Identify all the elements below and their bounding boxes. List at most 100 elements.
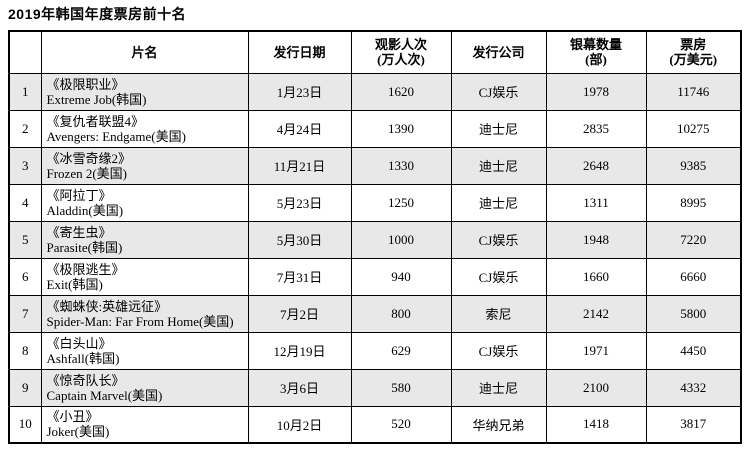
col-header-screens-line2: (部) [585, 52, 607, 68]
col-header-screens-line1: 银幕数量 [569, 37, 622, 53]
distributor-cell: CJ娱乐 [450, 220, 547, 259]
table-row: 6 《极限逃生》 Exit(韩国) 7月31日 940 CJ娱乐 1660 6660 [8, 257, 742, 296]
film-cell: 《小丑》 Joker(美国) [40, 405, 249, 444]
film-title-cn: 《小丑》 [46, 409, 99, 425]
table-row: 1 《极限职业》 Extreme Job(韩国) 1月23日 1620 CJ娱乐 1978 1… [8, 72, 742, 111]
film-title-en: Avengers: Endgame(美国) [46, 128, 186, 144]
film-title-en: Extreme Job(韩国) [46, 91, 147, 107]
rank-cell: 4 [8, 183, 42, 222]
col-header-rank [8, 30, 42, 74]
film-title-en: Joker(美国) [46, 424, 110, 440]
col-header-boxoffice: 票房 (万美元) [645, 30, 742, 74]
screens-cell: 2142 [545, 294, 647, 333]
audience-cell: 800 [350, 294, 452, 333]
date-cell: 5月30日 [247, 220, 352, 259]
audience-cell: 1620 [350, 72, 452, 111]
rank-cell: 6 [8, 257, 42, 296]
table-row: 3 《冰雪奇缘2》 Frozen 2(美国) 11月21日 1330 迪士尼 2648 938… [8, 146, 742, 185]
film-title-en: Parasite(韩国) [46, 239, 123, 255]
film-cell: 《阿拉丁》 Aladdin(美国) [40, 183, 249, 222]
film-title-cn: 《冰雪奇缘2》 [46, 150, 132, 166]
audience-cell: 1330 [350, 146, 452, 185]
film-title-en: Frozen 2(美国) [46, 165, 128, 181]
screens-cell: 1978 [545, 72, 647, 111]
film-title-en: Spider-Man: Far From Home(美国) [46, 313, 234, 329]
rank-cell: 10 [8, 405, 42, 444]
distributor-cell: 华纳兄弟 [450, 405, 547, 444]
film-cell: 《极限职业》 Extreme Job(韩国) [40, 72, 249, 111]
screens-cell: 1418 [545, 405, 647, 444]
date-cell: 3月6日 [247, 368, 352, 407]
col-header-audience: 观影人次 (万人次) [350, 30, 452, 74]
col-header-distributor: 发行公司 [450, 30, 547, 74]
header-row: 片名 发行日期 观影人次 (万人次) 发行公司 银幕数量 (部) 票房 (万美元) [8, 30, 742, 74]
film-title-cn: 《白头山》 [46, 335, 112, 351]
rank-cell: 8 [8, 331, 42, 370]
col-header-boxoffice-line2: (万美元) [669, 52, 718, 68]
screens-cell: 2648 [545, 146, 647, 185]
film-title-en: Aladdin(美国) [46, 202, 124, 218]
distributor-cell: 迪士尼 [450, 146, 547, 185]
distributor-cell: 迪士尼 [450, 109, 547, 148]
boxoffice-cell: 5800 [645, 294, 742, 333]
audience-cell: 1000 [350, 220, 452, 259]
film-cell: 《惊奇队长》 Captain Marvel(美国) [40, 368, 249, 407]
boxoffice-cell: 3817 [645, 405, 742, 444]
rank-cell: 1 [8, 72, 42, 111]
rank-cell: 9 [8, 368, 42, 407]
col-header-boxoffice-line1: 票房 [680, 37, 707, 53]
rank-cell: 7 [8, 294, 42, 333]
boxoffice-cell: 4450 [645, 331, 742, 370]
film-cell: 《复仇者联盟4》 Avengers: Endgame(美国) [40, 109, 249, 148]
audience-cell: 1390 [350, 109, 452, 148]
col-header-date: 发行日期 [247, 30, 352, 74]
col-header-audience-line1: 观影人次 [374, 37, 427, 53]
table-body: 1 《极限职业》 Extreme Job(韩国) 1月23日 1620 CJ娱乐 1978 1… [8, 72, 742, 444]
screens-cell: 1311 [545, 183, 647, 222]
distributor-cell: CJ娱乐 [450, 72, 547, 111]
screens-cell: 1971 [545, 331, 647, 370]
distributor-cell: 索尼 [450, 294, 547, 333]
boxoffice-cell: 9385 [645, 146, 742, 185]
boxoffice-cell: 10275 [645, 109, 742, 148]
distributor-cell: CJ娱乐 [450, 331, 547, 370]
date-cell: 10月2日 [247, 405, 352, 444]
table-row: 9 《惊奇队长》 Captain Marvel(美国) 3月6日 580 迪士尼 2100 4… [8, 368, 742, 407]
screens-cell: 2835 [545, 109, 647, 148]
film-title-en: Captain Marvel(美国) [46, 387, 163, 403]
rank-cell: 2 [8, 109, 42, 148]
page-title: 2019年韩国年度票房前十名 [8, 6, 187, 22]
col-header-audience-line2: (万人次) [377, 52, 425, 68]
col-header-screens: 银幕数量 (部) [545, 30, 647, 74]
boxoffice-table: 片名 发行日期 观影人次 (万人次) 发行公司 银幕数量 (部) 票房 (万美元) 1… [8, 30, 742, 444]
screens-cell: 2100 [545, 368, 647, 407]
film-title-cn: 《寄生虫》 [46, 224, 112, 240]
date-cell: 7月2日 [247, 294, 352, 333]
film-title-cn: 《惊奇队长》 [46, 372, 125, 388]
audience-cell: 1250 [350, 183, 452, 222]
film-title-cn: 《复仇者联盟4》 [46, 113, 145, 129]
film-title-en: Exit(韩国) [46, 276, 103, 292]
film-title-cn: 《蜘蛛侠:英雄远征》 [46, 298, 168, 314]
date-cell: 12月19日 [247, 331, 352, 370]
audience-cell: 580 [350, 368, 452, 407]
screens-cell: 1948 [545, 220, 647, 259]
date-cell: 7月31日 [247, 257, 352, 296]
col-header-film: 片名 [40, 30, 249, 74]
film-title-en: Ashfall(韩国) [46, 350, 120, 366]
boxoffice-cell: 4332 [645, 368, 742, 407]
date-cell: 11月21日 [247, 146, 352, 185]
film-cell: 《极限逃生》 Exit(韩国) [40, 257, 249, 296]
film-title-cn: 《极限逃生》 [46, 261, 125, 277]
boxoffice-cell: 6660 [645, 257, 742, 296]
table-row: 7 《蜘蛛侠:英雄远征》 Spider-Man: Far From Home(美国)… [8, 294, 742, 333]
table-row: 2 《复仇者联盟4》 Avengers: Endgame(美国) 4月24日 1390 迪… [8, 109, 742, 148]
table-row: 4 《阿拉丁》 Aladdin(美国) 5月23日 1250 迪士尼 1311 8995 [8, 183, 742, 222]
table-row: 10 《小丑》 Joker(美国) 10月2日 520 华纳兄弟 1418 3817 [8, 405, 742, 444]
date-cell: 1月23日 [247, 72, 352, 111]
date-cell: 4月24日 [247, 109, 352, 148]
audience-cell: 940 [350, 257, 452, 296]
boxoffice-cell: 8995 [645, 183, 742, 222]
distributor-cell: 迪士尼 [450, 183, 547, 222]
boxoffice-cell: 7220 [645, 220, 742, 259]
